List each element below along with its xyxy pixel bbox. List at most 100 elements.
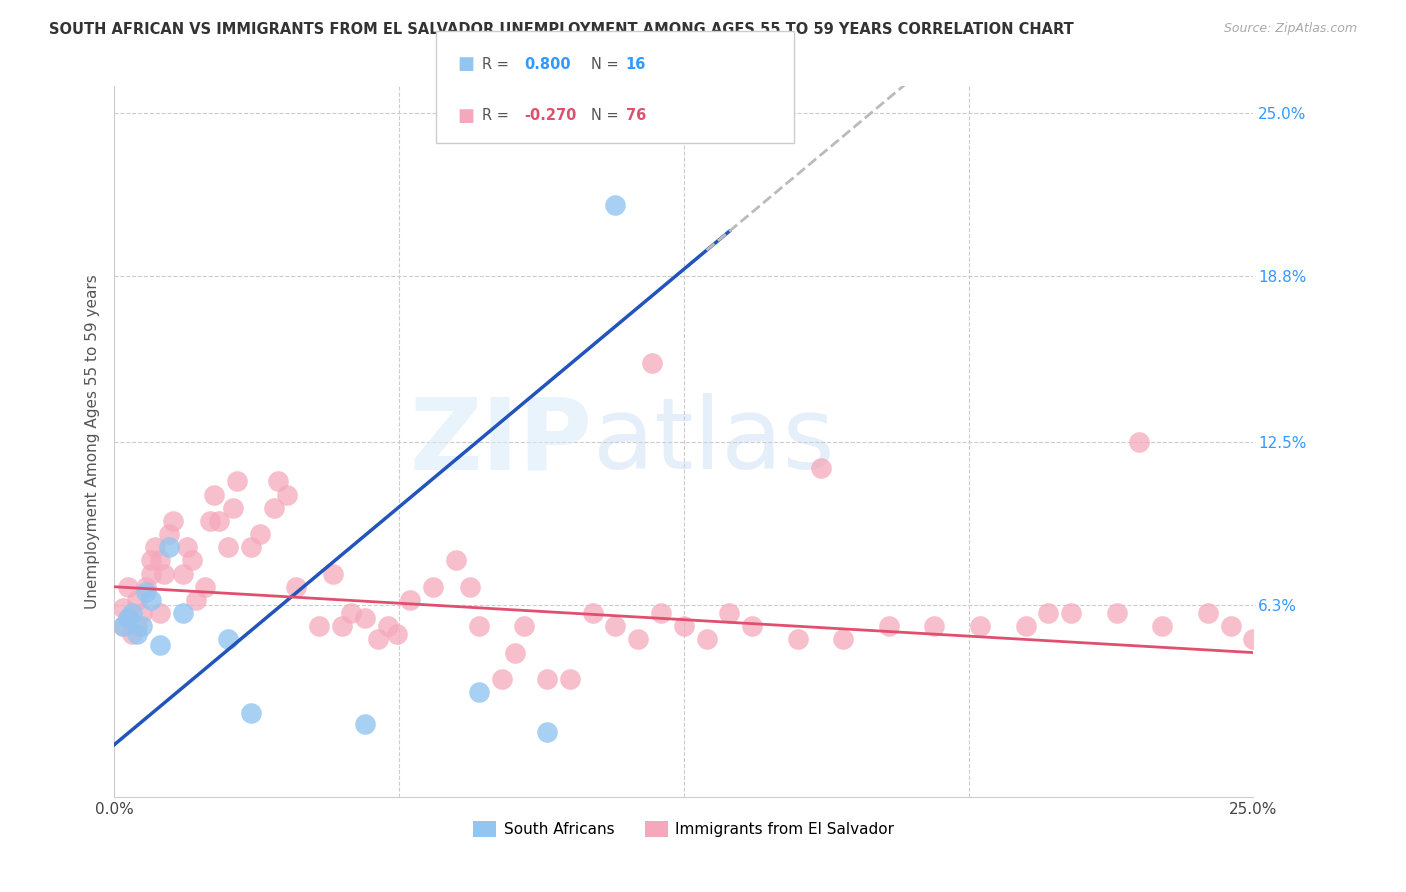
Point — [582, 606, 605, 620]
Text: ■: ■ — [457, 107, 474, 125]
Point — [139, 566, 162, 581]
Point — [112, 619, 135, 633]
Text: -0.270: -0.270 — [524, 108, 576, 123]
Point — [149, 638, 172, 652]
Point — [832, 632, 855, 647]
Point — [718, 606, 741, 620]
Point — [1128, 434, 1150, 449]
Point — [143, 541, 166, 555]
Point — [969, 619, 991, 633]
Point — [399, 593, 422, 607]
Point — [1152, 619, 1174, 633]
Point — [249, 527, 271, 541]
Point — [741, 619, 763, 633]
Point — [131, 606, 153, 620]
Point — [239, 541, 262, 555]
Point — [536, 724, 558, 739]
Point — [267, 475, 290, 489]
Text: atlas: atlas — [593, 393, 834, 491]
Point — [1014, 619, 1036, 633]
Point — [696, 632, 718, 647]
Point — [157, 541, 180, 555]
Point — [377, 619, 399, 633]
Point — [385, 627, 408, 641]
Point — [786, 632, 808, 647]
Point — [157, 527, 180, 541]
Text: ZIP: ZIP — [409, 393, 593, 491]
Point — [353, 716, 375, 731]
Point — [149, 553, 172, 567]
Text: SOUTH AFRICAN VS IMMIGRANTS FROM EL SALVADOR UNEMPLOYMENT AMONG AGES 55 TO 59 YE: SOUTH AFRICAN VS IMMIGRANTS FROM EL SALV… — [49, 22, 1074, 37]
Point — [121, 606, 143, 620]
Point — [117, 611, 139, 625]
Point — [458, 580, 481, 594]
Text: N =: N = — [591, 57, 623, 72]
Point — [121, 627, 143, 641]
Point — [153, 566, 176, 581]
Point — [810, 461, 832, 475]
Point — [330, 619, 353, 633]
Point — [239, 706, 262, 721]
Point — [125, 593, 148, 607]
Point — [353, 611, 375, 625]
Point — [1219, 619, 1241, 633]
Point — [641, 356, 664, 370]
Point — [672, 619, 695, 633]
Point — [131, 619, 153, 633]
Text: 0.800: 0.800 — [524, 57, 571, 72]
Point — [308, 619, 330, 633]
Text: R =: R = — [482, 108, 513, 123]
Point — [558, 672, 581, 686]
Point — [605, 619, 627, 633]
Point — [135, 580, 157, 594]
Point — [217, 632, 239, 647]
Text: N =: N = — [591, 108, 623, 123]
Point — [176, 541, 198, 555]
Point — [112, 600, 135, 615]
Point — [198, 514, 221, 528]
Point — [149, 606, 172, 620]
Point — [322, 566, 344, 581]
Point — [194, 580, 217, 594]
Text: R =: R = — [482, 57, 513, 72]
Point — [208, 514, 231, 528]
Point — [1105, 606, 1128, 620]
Legend: South Africans, Immigrants from El Salvador: South Africans, Immigrants from El Salva… — [467, 815, 901, 843]
Text: Source: ZipAtlas.com: Source: ZipAtlas.com — [1223, 22, 1357, 36]
Point — [467, 685, 489, 699]
Point — [503, 646, 526, 660]
Point — [162, 514, 184, 528]
Point — [263, 500, 285, 515]
Point — [367, 632, 389, 647]
Point — [180, 553, 202, 567]
Point — [172, 566, 194, 581]
Point — [650, 606, 672, 620]
Point — [924, 619, 946, 633]
Text: 76: 76 — [626, 108, 645, 123]
Point — [204, 487, 226, 501]
Point — [125, 619, 148, 633]
Point — [422, 580, 444, 594]
Point — [117, 611, 139, 625]
Point — [135, 585, 157, 599]
Point — [221, 500, 243, 515]
Point — [139, 593, 162, 607]
Point — [172, 606, 194, 620]
Text: 16: 16 — [626, 57, 645, 72]
Point — [513, 619, 536, 633]
Text: ■: ■ — [457, 55, 474, 73]
Point — [491, 672, 513, 686]
Point — [605, 198, 627, 212]
Point — [1038, 606, 1060, 620]
Y-axis label: Unemployment Among Ages 55 to 59 years: Unemployment Among Ages 55 to 59 years — [86, 275, 100, 609]
Point — [117, 580, 139, 594]
Point — [1241, 632, 1264, 647]
Point — [444, 553, 467, 567]
Point — [627, 632, 650, 647]
Point — [276, 487, 298, 501]
Point — [186, 593, 208, 607]
Point — [125, 627, 148, 641]
Point — [285, 580, 308, 594]
Point — [340, 606, 363, 620]
Point — [112, 619, 135, 633]
